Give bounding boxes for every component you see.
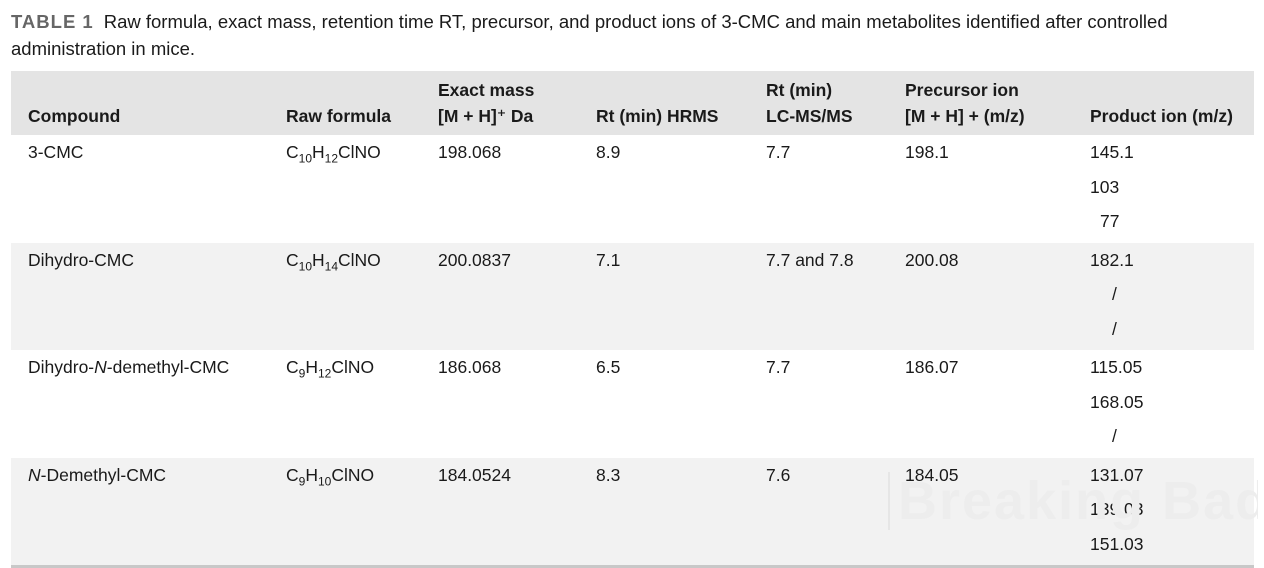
product-ion: 145.1 xyxy=(1090,142,1134,162)
product-ion-cell: 145.1 103 77 xyxy=(1084,135,1254,243)
rt-hrms-cell: 7.1 xyxy=(596,249,621,270)
header-precursor-ion: Precursor ion [M + H] + (m/z) xyxy=(899,71,1084,135)
product-ion-cell: 115.05 168.05 / xyxy=(1084,350,1254,458)
product-ion: 182.1 xyxy=(1090,249,1134,270)
product-ion-cell: 131.07 139.03 151.03 xyxy=(1084,457,1254,568)
precursor-cell: 186.07 xyxy=(905,357,959,377)
rt-lcms-cell: 7.7 xyxy=(766,142,791,162)
product-ion: / xyxy=(1112,318,1117,339)
formula-cell: C9H10ClNO xyxy=(280,457,432,568)
header-rt-lcms-line1: Rt (min) xyxy=(766,80,833,100)
header-rt-lcms-line2: LC-MS/MS xyxy=(766,106,853,126)
rt-lcms-cell: 7.6 xyxy=(760,457,899,568)
header-rt-lcms: Rt (min) LC-MS/MS xyxy=(760,71,899,135)
product-ion: 139.03 xyxy=(1090,499,1144,519)
table-row: 3-CMC C10H12ClNO 198.068 8.9 7.7 198.1 1… xyxy=(11,135,1254,243)
caption-text: Raw formula, exact mass, retention time … xyxy=(11,11,1168,59)
product-ion: 168.05 xyxy=(1090,391,1144,412)
rt-lcms-cell: 7.7 xyxy=(766,357,791,377)
formula-cell: C9H12ClNO xyxy=(286,357,375,381)
table-row: N-Demethyl-CMC C9H10ClNO 184.0524 8.3 7.… xyxy=(11,457,1254,568)
product-ion: 151.03 xyxy=(1090,533,1144,554)
product-ion: 103 xyxy=(1090,176,1120,197)
product-ion: / xyxy=(1112,426,1117,446)
product-ion: / xyxy=(1112,284,1117,304)
formula-cell: C10H12ClNO xyxy=(286,142,381,166)
product-ion-cell: 182.1 / / xyxy=(1084,243,1254,351)
table-row: Dihydro-CMC C10H14ClNO 200.0837 7.1 7.7 … xyxy=(11,242,1254,351)
exact-mass-cell: 184.0524 xyxy=(432,457,590,568)
exact-mass-cell: 200.0837 xyxy=(438,249,511,270)
product-ion: 77 xyxy=(1100,211,1120,231)
metabolites-table: Compound Raw formula Exact mass [M + H]⁺… xyxy=(11,71,1254,568)
header-exact-mass: Exact mass [M + H]⁺ Da xyxy=(432,71,590,135)
compound-cell: N-Demethyl-CMC xyxy=(11,457,280,568)
precursor-cell: 200.08 xyxy=(905,249,959,270)
rt-hrms-cell: 8.9 xyxy=(596,142,621,162)
rt-hrms-cell: 8.3 xyxy=(590,457,760,568)
table-label: TABLE 1 xyxy=(11,11,94,32)
rt-lcms-cell: 7.7 and 7.8 xyxy=(766,249,854,270)
table-header-row: Compound Raw formula Exact mass [M + H]⁺… xyxy=(11,71,1254,135)
header-exact-mass-line2: [M + H]⁺ Da xyxy=(438,106,534,126)
header-precursor-line2: [M + H] + (m/z) xyxy=(905,106,1025,126)
compound-cell: Dihydro-CMC xyxy=(28,249,134,270)
exact-mass-cell: 186.068 xyxy=(438,357,502,377)
formula-cell: C10H14ClNO xyxy=(286,249,381,274)
header-compound: Compound xyxy=(28,106,121,126)
header-precursor-line1: Precursor ion xyxy=(905,80,1019,100)
exact-mass-cell: 198.068 xyxy=(438,142,502,162)
table-caption: TABLE 1 Raw formula, exact mass, retentio… xyxy=(11,8,1256,62)
watermark: Breaking Bad xyxy=(888,472,1258,530)
precursor-cell: 184.05 xyxy=(899,457,1084,568)
header-product-ion: Product ion (m/z) xyxy=(1090,106,1233,126)
product-ion: 115.05 xyxy=(1090,357,1143,377)
header-rt-hrms: Rt (min) HRMS xyxy=(596,106,719,126)
product-ion: 131.07 xyxy=(1090,464,1144,485)
rt-hrms-cell: 6.5 xyxy=(596,357,621,377)
precursor-cell: 198.1 xyxy=(905,142,949,162)
table-row: Dihydro-N-demethyl-CMC C9H12ClNO 186.068… xyxy=(11,350,1254,458)
header-raw-formula: Raw formula xyxy=(286,106,392,126)
header-exact-mass-line1: Exact mass xyxy=(438,80,535,100)
compound-cell: Dihydro-N-demethyl-CMC xyxy=(28,357,230,377)
compound-cell: 3-CMC xyxy=(28,142,84,162)
